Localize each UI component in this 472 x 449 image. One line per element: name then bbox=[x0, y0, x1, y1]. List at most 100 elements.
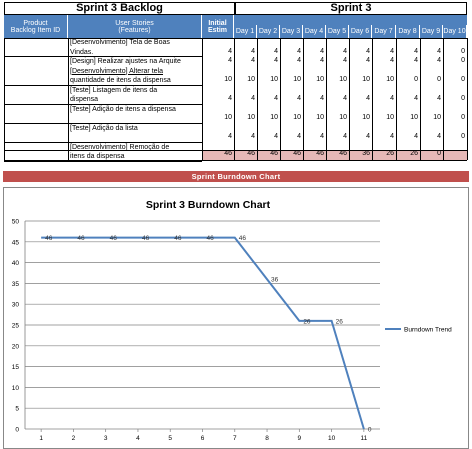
day-value-cell[interactable]: 4 bbox=[390, 57, 394, 64]
day-value-cell[interactable]: 4 bbox=[366, 47, 370, 55]
day-value-cell[interactable]: 0 bbox=[461, 76, 465, 83]
day-value-cell[interactable]: 4 bbox=[343, 133, 347, 140]
total-day-cell[interactable] bbox=[443, 150, 467, 160]
day-value-cell[interactable]: 4 bbox=[366, 95, 370, 102]
total-day-cell[interactable]: 0 bbox=[420, 150, 443, 160]
day-value-cell[interactable]: 4 bbox=[274, 133, 278, 140]
sprint-title[interactable]: Sprint 3 bbox=[235, 2, 467, 15]
initial-estimate-cell[interactable]: 4 bbox=[228, 57, 232, 64]
total-day-cell[interactable]: 36 bbox=[349, 150, 372, 160]
total-day-cell[interactable]: 46 bbox=[303, 150, 326, 160]
col-header-id[interactable]: Product Backlog Item ID bbox=[4, 15, 68, 38]
day-value-cell[interactable]: 0 bbox=[414, 76, 418, 83]
col-header-day[interactable]: Day 5 bbox=[326, 25, 349, 38]
day-value-cell[interactable]: 4 bbox=[390, 95, 394, 102]
user-story-cell[interactable]: [Teste] Adição da lista bbox=[68, 124, 202, 143]
day-value-cell[interactable]: 4 bbox=[366, 57, 370, 64]
day-value-cell[interactable]: 10 bbox=[386, 76, 394, 83]
day-value-cell[interactable]: 0 bbox=[461, 133, 465, 140]
col-header-day[interactable]: Day 8 bbox=[396, 25, 420, 38]
total-day-cell[interactable]: 26 bbox=[396, 150, 420, 160]
day-value-cell[interactable]: 4 bbox=[366, 133, 370, 140]
day-value-cell[interactable]: 10 bbox=[247, 114, 255, 121]
col-header-day[interactable]: Day 2 bbox=[257, 25, 280, 38]
day-value-cell[interactable]: 10 bbox=[293, 76, 301, 83]
day-value-cell[interactable]: 4 bbox=[390, 47, 394, 55]
day-value-cell[interactable]: 4 bbox=[414, 47, 418, 55]
day-value-cell[interactable]: 10 bbox=[386, 114, 394, 121]
day-value-cell[interactable]: 10 bbox=[339, 76, 347, 83]
user-story-cell[interactable]: [Desenvolvimento] Tela de Boas Vindas. bbox=[68, 38, 202, 57]
day-value-cell[interactable]: 4 bbox=[320, 133, 324, 140]
day-value-cell[interactable]: 4 bbox=[437, 57, 441, 64]
day-value-cell[interactable]: 0 bbox=[461, 95, 465, 102]
day-value-cell[interactable]: 4 bbox=[320, 47, 324, 55]
user-story-cell[interactable]: [Teste] Adição de itens a dispensa bbox=[68, 105, 202, 124]
backlog-title[interactable]: Sprint 3 Backlog bbox=[4, 2, 235, 15]
day-value-cell[interactable]: 4 bbox=[251, 47, 255, 55]
total-day-cell[interactable]: 46 bbox=[326, 150, 349, 160]
day-value-cell[interactable]: 0 bbox=[437, 76, 441, 83]
day-value-cell[interactable]: 4 bbox=[251, 57, 255, 64]
day-value-cell[interactable]: 10 bbox=[339, 114, 347, 121]
col-header-day[interactable]: Day 10 bbox=[443, 25, 467, 38]
day-value-cell[interactable]: 4 bbox=[251, 133, 255, 140]
day-value-cell[interactable]: 0 bbox=[461, 114, 465, 121]
day-value-cell[interactable]: 10 bbox=[433, 114, 441, 121]
col-header-day[interactable]: Day 9 bbox=[420, 25, 443, 38]
col-header-initial[interactable]: Initial Estim bbox=[202, 15, 234, 38]
initial-estimate-cell[interactable]: 4 bbox=[228, 133, 232, 140]
user-story-cell[interactable]: [Teste] Listagem de itens da dispensa bbox=[68, 86, 202, 105]
day-value-cell[interactable]: 4 bbox=[390, 133, 394, 140]
initial-estimate-cell[interactable]: 4 bbox=[228, 47, 232, 55]
day-value-cell[interactable]: 0 bbox=[461, 57, 465, 64]
day-value-cell[interactable]: 4 bbox=[414, 133, 418, 140]
day-value-cell[interactable]: 10 bbox=[270, 76, 278, 83]
backlog-item-id-cell[interactable] bbox=[4, 124, 68, 143]
day-value-cell[interactable]: 4 bbox=[414, 57, 418, 64]
total-day-cell[interactable]: 46 bbox=[280, 150, 303, 160]
day-value-cell[interactable]: 4 bbox=[437, 95, 441, 102]
col-header-day[interactable]: Day 4 bbox=[303, 25, 326, 38]
day-value-cell[interactable]: 10 bbox=[316, 76, 324, 83]
day-value-cell[interactable]: 0 bbox=[461, 47, 465, 55]
day-value-cell[interactable]: 10 bbox=[270, 114, 278, 121]
day-value-cell[interactable]: 10 bbox=[316, 114, 324, 121]
day-value-cell[interactable]: 4 bbox=[320, 95, 324, 102]
day-value-cell[interactable]: 4 bbox=[437, 133, 441, 140]
total-day-cell[interactable]: 46 bbox=[257, 150, 280, 160]
initial-estimate-cell[interactable]: 4 bbox=[228, 95, 232, 102]
backlog-item-id-cell[interactable] bbox=[4, 105, 68, 124]
day-value-cell[interactable]: 10 bbox=[362, 114, 370, 121]
day-value-cell[interactable]: 4 bbox=[274, 57, 278, 64]
col-header-day[interactable]: Day 3 bbox=[280, 25, 303, 38]
day-value-cell[interactable]: 4 bbox=[251, 95, 255, 102]
day-value-cell[interactable]: 4 bbox=[297, 133, 301, 140]
day-value-cell[interactable]: 4 bbox=[274, 95, 278, 102]
col-header-day[interactable]: Day 6 bbox=[349, 25, 372, 38]
day-value-cell[interactable]: 4 bbox=[274, 47, 278, 55]
backlog-item-id-cell[interactable] bbox=[4, 57, 68, 86]
initial-estimate-cell[interactable]: 10 bbox=[224, 114, 232, 121]
backlog-item-id-cell[interactable] bbox=[4, 38, 68, 57]
initial-estimate-cell[interactable]: 10 bbox=[224, 76, 232, 83]
day-value-cell[interactable]: 10 bbox=[247, 76, 255, 83]
day-value-cell[interactable]: 4 bbox=[297, 47, 301, 55]
day-value-cell[interactable]: 4 bbox=[343, 57, 347, 64]
total-day-cell[interactable]: 46 bbox=[234, 150, 257, 160]
day-value-cell[interactable]: 4 bbox=[414, 95, 418, 102]
user-story-cell[interactable]: [Desenvolvimento] Remoção de itens da dis… bbox=[68, 143, 202, 162]
backlog-item-id-cell[interactable] bbox=[4, 86, 68, 105]
col-header-stories[interactable]: User Stories (Features) bbox=[68, 15, 202, 38]
day-value-cell[interactable]: 4 bbox=[437, 47, 441, 55]
day-value-cell[interactable]: 4 bbox=[297, 57, 301, 64]
day-value-cell[interactable]: 4 bbox=[320, 57, 324, 64]
total-day-cell[interactable]: 26 bbox=[372, 150, 396, 160]
backlog-item-id-cell[interactable] bbox=[4, 143, 68, 162]
day-value-cell[interactable]: 4 bbox=[343, 95, 347, 102]
day-value-cell[interactable]: 10 bbox=[410, 114, 418, 121]
day-value-cell[interactable]: 4 bbox=[343, 47, 347, 55]
day-value-cell[interactable]: 10 bbox=[362, 76, 370, 83]
col-header-day[interactable]: Day 1 bbox=[234, 25, 257, 38]
day-value-cell[interactable]: 4 bbox=[297, 95, 301, 102]
